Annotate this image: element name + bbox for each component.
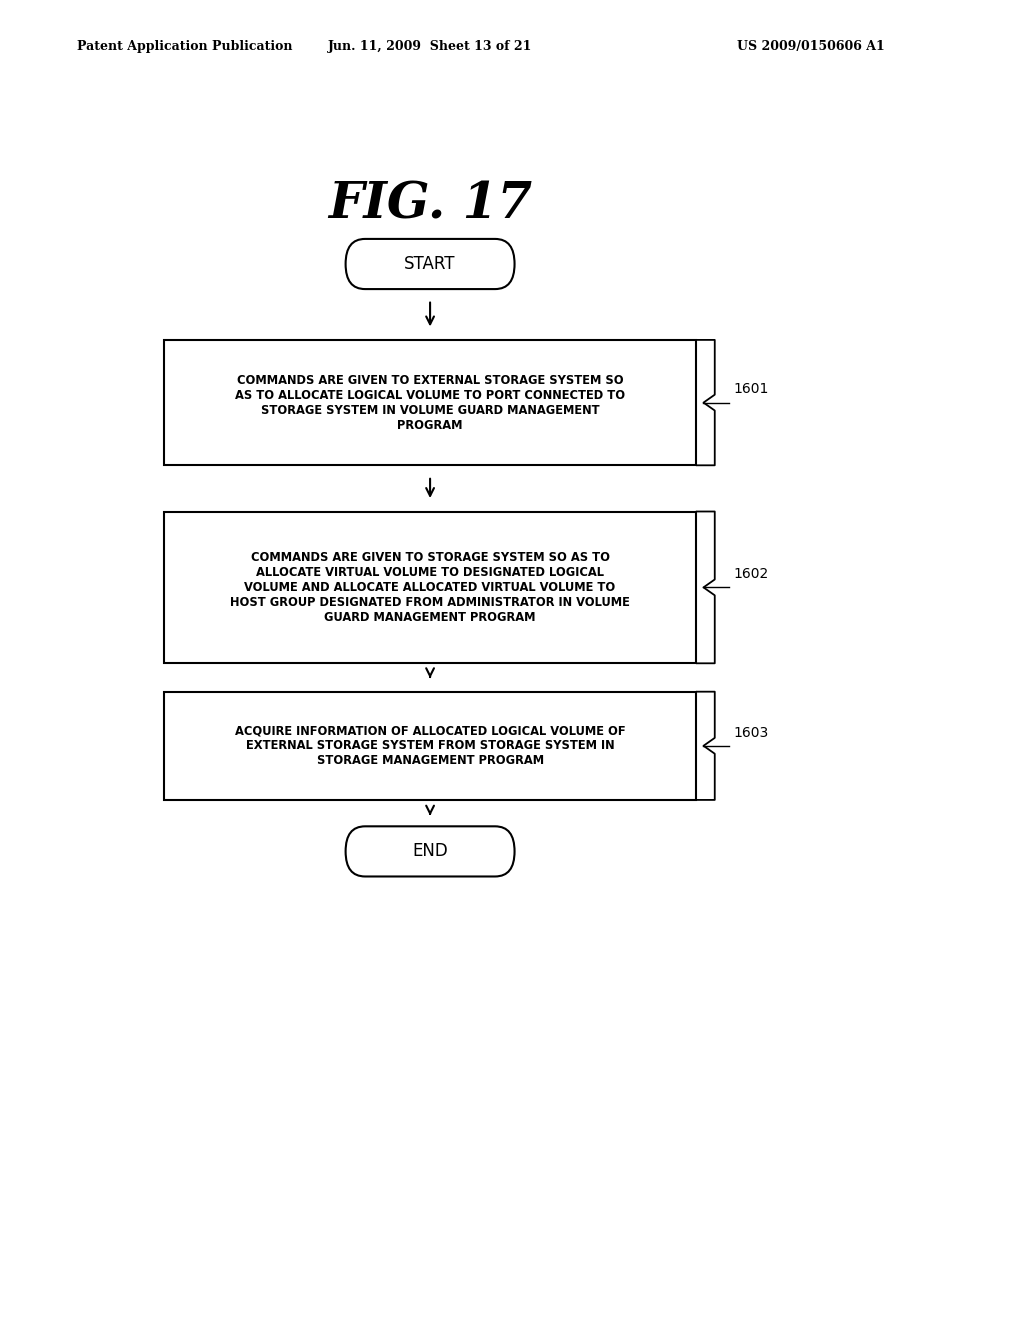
Text: 1603: 1603	[733, 726, 768, 739]
Text: START: START	[404, 255, 456, 273]
Bar	[164, 341, 696, 466]
Text: END: END	[413, 842, 447, 861]
FancyBboxPatch shape	[345, 826, 514, 876]
Bar	[164, 511, 696, 663]
Text: Patent Application Publication: Patent Application Publication	[77, 40, 292, 53]
FancyBboxPatch shape	[345, 239, 514, 289]
Text: Jun. 11, 2009  Sheet 13 of 21: Jun. 11, 2009 Sheet 13 of 21	[328, 40, 532, 53]
Text: 1601: 1601	[733, 383, 769, 396]
Text: COMMANDS ARE GIVEN TO EXTERNAL STORAGE SYSTEM SO
AS TO ALLOCATE LOGICAL VOLUME T: COMMANDS ARE GIVEN TO EXTERNAL STORAGE S…	[236, 374, 625, 432]
Text: FIG. 17: FIG. 17	[328, 180, 532, 230]
Text: ACQUIRE INFORMATION OF ALLOCATED LOGICAL VOLUME OF
EXTERNAL STORAGE SYSTEM FROM : ACQUIRE INFORMATION OF ALLOCATED LOGICAL…	[234, 725, 626, 767]
Text: US 2009/0150606 A1: US 2009/0150606 A1	[737, 40, 885, 53]
Bar	[164, 692, 696, 800]
Text: COMMANDS ARE GIVEN TO STORAGE SYSTEM SO AS TO
ALLOCATE VIRTUAL VOLUME TO DESIGNA: COMMANDS ARE GIVEN TO STORAGE SYSTEM SO …	[230, 550, 630, 624]
Text: 1602: 1602	[733, 568, 768, 581]
